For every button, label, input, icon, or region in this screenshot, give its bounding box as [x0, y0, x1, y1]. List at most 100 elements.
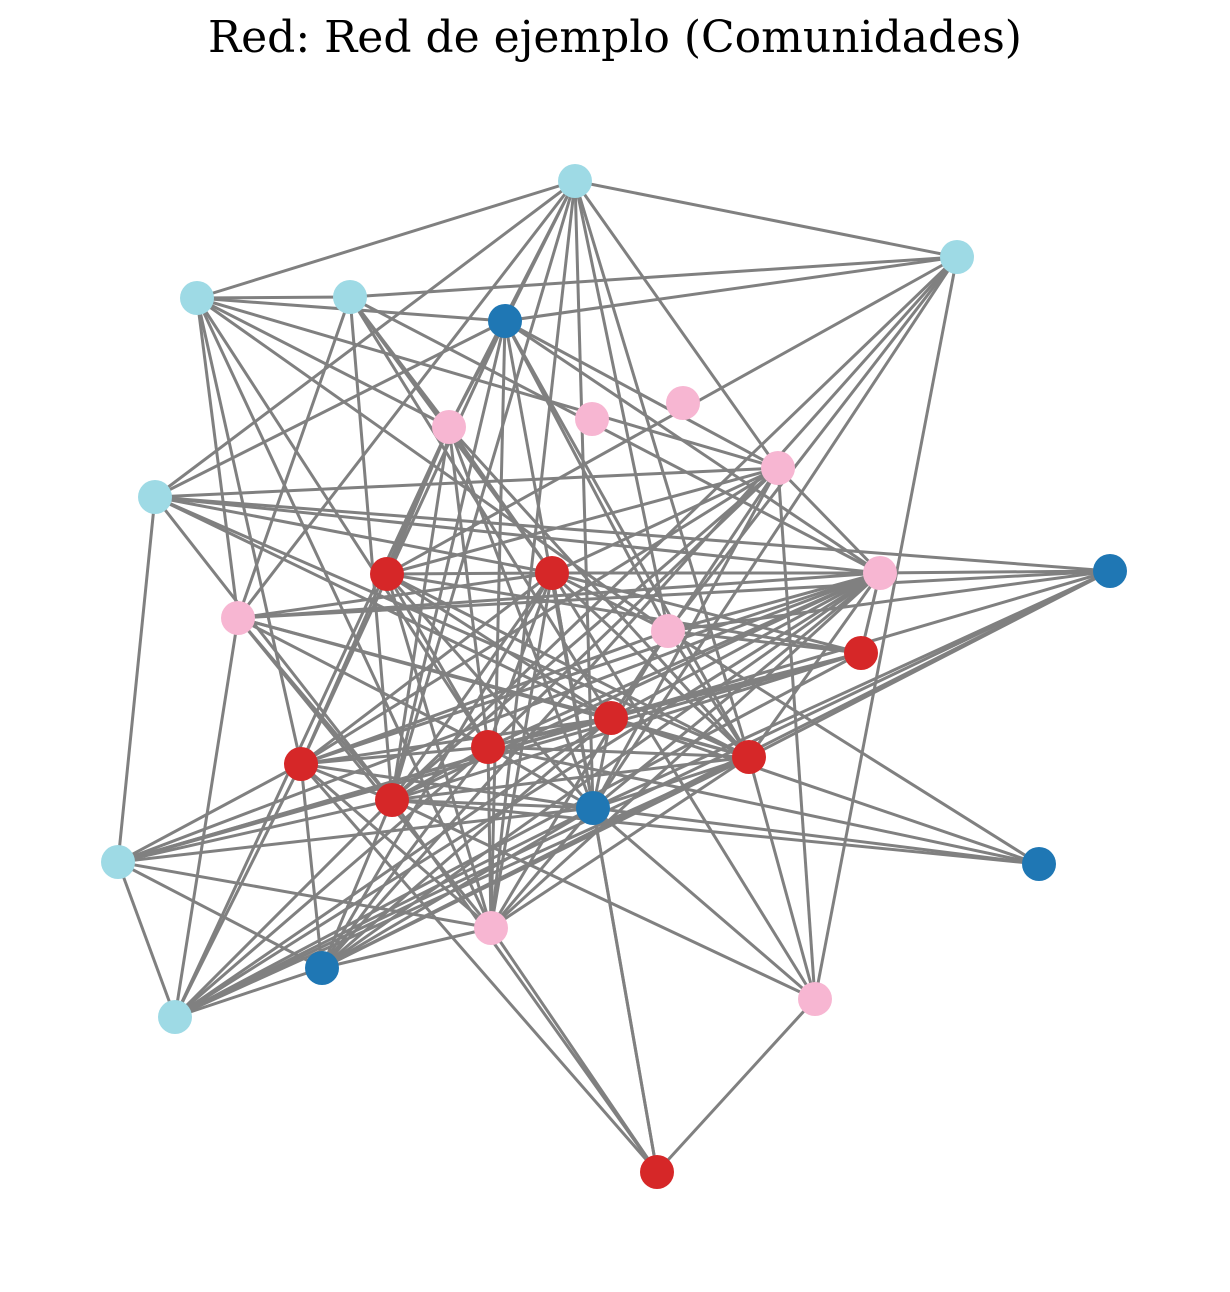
graph-edge	[667, 629, 1040, 866]
graph-edge	[195, 297, 303, 765]
graph-edge	[321, 716, 612, 970]
graph-edge	[390, 255, 959, 802]
graph-edge	[321, 755, 750, 970]
graph-node	[158, 1000, 192, 1034]
graph-edge	[655, 997, 817, 1174]
graph-node	[575, 402, 609, 436]
graph-edge	[300, 762, 594, 810]
graph-edge	[390, 799, 659, 1173]
graph-edge	[592, 806, 1040, 866]
graph-edge	[573, 180, 751, 758]
graph-edge	[154, 319, 506, 499]
graph-edge	[391, 798, 816, 1001]
graph-edge	[489, 807, 595, 929]
graph-edge	[504, 319, 779, 470]
graph-edge	[236, 180, 577, 619]
graph-edge	[154, 179, 576, 499]
graph-edge	[174, 571, 881, 1019]
graph-node	[432, 410, 466, 444]
graph-edge	[174, 651, 862, 1019]
graph-edge	[667, 571, 881, 633]
graph-edge	[299, 763, 659, 1173]
graph-edge	[117, 571, 881, 864]
graph-edge	[300, 571, 881, 766]
graph-edge	[174, 569, 1111, 1019]
graph-edge	[299, 763, 324, 969]
graph-edge	[196, 296, 450, 429]
graph-edge	[391, 755, 750, 802]
graph-edge	[348, 296, 394, 801]
graph-edge	[592, 755, 750, 810]
graph-edge	[591, 807, 659, 1173]
graph-edge	[237, 571, 881, 620]
graph-edge	[390, 320, 507, 801]
graph-edge	[237, 616, 612, 720]
graph-node	[101, 845, 135, 879]
graph-edge	[117, 762, 302, 864]
graph-edge	[196, 296, 779, 470]
graph-edge	[550, 571, 751, 759]
graph-edge	[321, 806, 594, 970]
graph-edge	[592, 806, 816, 1001]
edges-layer	[116, 179, 1111, 1174]
graph-edge	[391, 798, 594, 810]
graph-edge	[551, 466, 779, 575]
graph-edge	[610, 571, 881, 720]
graph-node	[798, 982, 832, 1016]
graph-node	[474, 911, 508, 945]
nodes-layer	[101, 164, 1127, 1189]
graph-node	[576, 791, 610, 825]
graph-edge	[391, 651, 862, 802]
graph-edge	[349, 295, 881, 575]
graph-edge	[300, 745, 489, 766]
graph-node	[138, 480, 172, 514]
graph-node	[370, 557, 404, 591]
graph-edge	[153, 496, 394, 801]
graph-edge	[174, 745, 489, 1019]
graph-edge	[747, 756, 817, 1000]
graph-edge	[116, 861, 177, 1018]
graph-edge	[349, 255, 958, 299]
graph-edge	[300, 762, 492, 930]
graph-node	[375, 783, 409, 817]
graph-edge	[489, 571, 882, 930]
graph-edge	[813, 256, 959, 1000]
graph-edge	[117, 806, 594, 864]
graph-node	[1093, 554, 1127, 588]
graph-edge	[879, 569, 1111, 575]
graph-edge	[196, 295, 351, 300]
graph-edge	[173, 426, 451, 1018]
graph-edge	[174, 966, 323, 1019]
graph-edge	[490, 755, 750, 930]
graph-edge	[386, 571, 553, 576]
graph-edge	[300, 629, 669, 766]
graph-edge	[321, 926, 492, 970]
graph-edge	[391, 466, 779, 802]
graph-edge	[489, 320, 507, 929]
graph-edge	[574, 179, 958, 259]
graph-edge	[116, 496, 157, 863]
graph-edge	[385, 426, 451, 575]
graph-edge	[390, 572, 554, 801]
graph-edge	[776, 466, 882, 575]
graph-edge	[154, 466, 779, 499]
graph-edge	[504, 319, 881, 575]
graph-edge	[173, 763, 303, 1018]
graph-node	[732, 740, 766, 774]
graph-edge	[236, 296, 352, 619]
graph-node	[666, 386, 700, 420]
graph-node	[940, 240, 974, 274]
graph-edge	[667, 629, 862, 655]
graph-edge	[300, 716, 612, 766]
graph-node	[284, 747, 318, 781]
graph-edge	[487, 745, 594, 810]
graph-edge	[391, 798, 1040, 866]
graph-edge	[117, 798, 393, 864]
graph-edge	[154, 495, 881, 575]
figure-title: Red: Red de ejemplo (Comunidades)	[208, 12, 1022, 63]
graph-edge	[237, 569, 1111, 620]
graph-edge	[117, 860, 492, 930]
graph-edge	[173, 617, 240, 1018]
